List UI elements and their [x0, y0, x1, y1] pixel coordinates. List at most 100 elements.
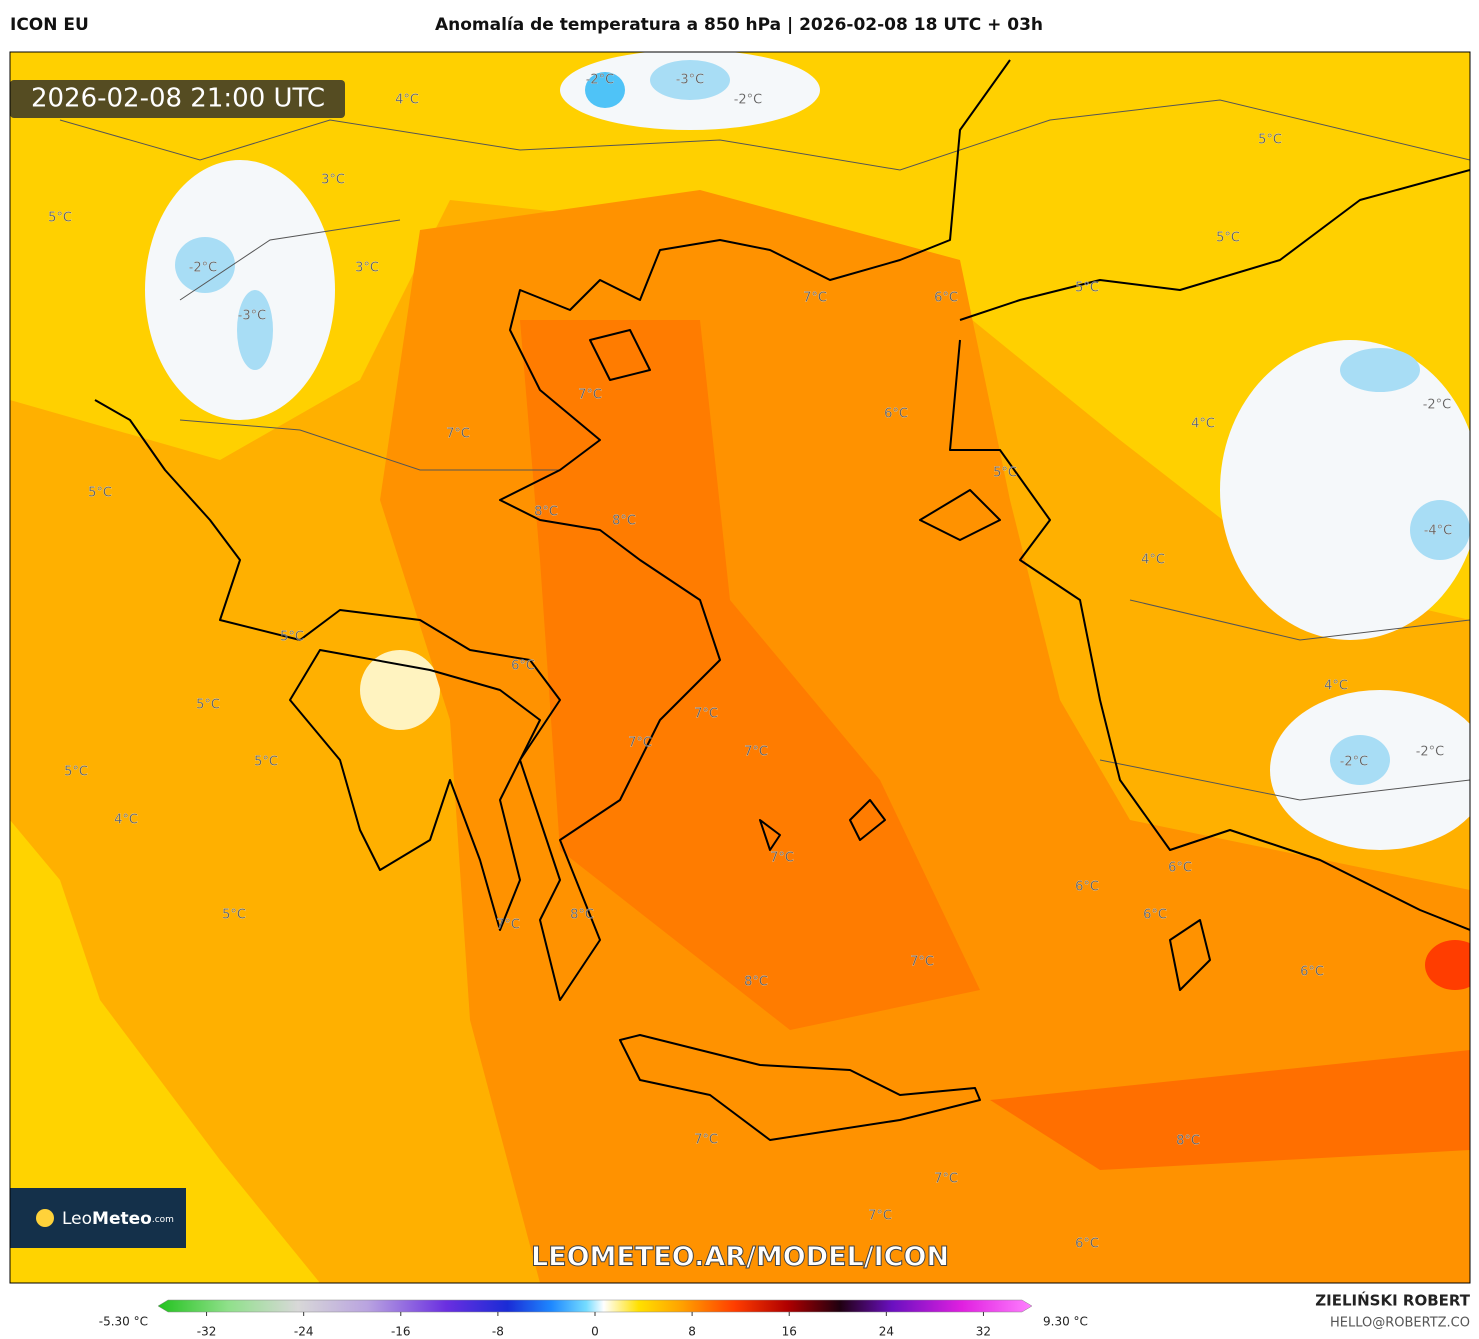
coastline	[94, 59, 1011, 1001]
contour-label: 7°C	[694, 707, 718, 722]
contour-label: 4°C	[1141, 553, 1165, 568]
logo-light: Leo	[62, 1209, 92, 1229]
contour-label: -2°C	[189, 261, 218, 276]
contour-label: -2°C	[1416, 745, 1445, 760]
contour-label: 4°C	[1191, 417, 1215, 432]
contour-label: 7°C	[934, 1172, 958, 1187]
colorbar-tick-label: -8	[492, 1325, 504, 1339]
contour-label: 7°C	[578, 388, 602, 403]
field-area	[1220, 340, 1470, 640]
field-area	[1425, 940, 1470, 990]
coastline	[289, 649, 541, 931]
colorbar-tick-label: 24	[879, 1325, 894, 1339]
contour-label: 7°C	[628, 736, 652, 751]
logo-suffix: .com	[152, 1215, 174, 1225]
contour-label: 6°C	[884, 407, 908, 422]
contour-label: 7°C	[803, 291, 827, 306]
field-area	[520, 320, 980, 1030]
colorbar-tick-label: -16	[391, 1325, 411, 1339]
contour-label: -3°C	[238, 309, 267, 324]
contour-label: 5°C	[254, 755, 278, 770]
contour-label: 7°C	[744, 745, 768, 760]
contour-label: 7°C	[446, 427, 470, 442]
contour-label: 6°C	[511, 659, 535, 674]
field-area	[1340, 348, 1420, 392]
contour-label: 5°C	[222, 908, 246, 923]
contour-label: 6°C	[934, 291, 958, 306]
contour-labels: 4°C -2°C -3°C -2°C 5°C 3°C 5°C -2°C 3°C 5°C 5°C 7°C…	[48, 72, 1453, 1252]
contour-label: 7°C	[910, 955, 934, 970]
author: ZIELIŃSKI ROBERT	[1315, 1291, 1470, 1310]
contour-label: -3°C	[676, 73, 705, 88]
contour-label: 7°C	[496, 918, 520, 933]
contour-label: 6°C	[1300, 965, 1324, 980]
colorbar-tick-label: 32	[976, 1325, 991, 1339]
chart-title: Anomalía de temperatura a 850 hPa | 2026…	[435, 15, 1043, 35]
field-area	[585, 72, 625, 108]
contour-label: 5°C	[48, 211, 72, 226]
field-area	[10, 820, 320, 1283]
field-area	[175, 237, 235, 293]
contour-label: 6°C	[1143, 908, 1167, 923]
contour-label: 7°C	[770, 851, 794, 866]
field-area	[1330, 735, 1390, 785]
contour-label: 6°C	[1075, 880, 1099, 895]
field-area	[1410, 500, 1470, 560]
coastline	[949, 169, 1470, 931]
model-name: ICON EU	[10, 15, 89, 35]
colorbar-tick-label: -24	[294, 1325, 314, 1339]
contour-label: 3°C	[355, 261, 379, 276]
contour-label: 8°C	[570, 908, 594, 923]
contour-label: 4°C	[395, 93, 419, 108]
contour-label: 5°C	[993, 466, 1017, 481]
field-area	[237, 290, 273, 370]
contour-label: 8°C	[612, 514, 636, 529]
field-area	[10, 52, 1470, 620]
contour-label: 3°C	[321, 173, 345, 188]
time-box	[10, 80, 345, 118]
contour-label: 6°C	[1075, 1237, 1099, 1252]
contour-label: 5°C	[280, 630, 304, 645]
contour-label: -2°C	[1340, 755, 1369, 770]
contour-label: 7°C	[868, 1209, 892, 1224]
field-area	[360, 650, 440, 730]
field-area	[650, 60, 730, 100]
contour-label: 8°C	[744, 975, 768, 990]
field-area	[145, 160, 335, 420]
coastline	[619, 1034, 981, 1141]
border	[1099, 599, 1470, 801]
contour-label: 6°C	[1168, 861, 1192, 876]
border	[179, 219, 560, 471]
colorbar-max: 9.30 °C	[1043, 1315, 1088, 1329]
colorbar-tick-label: 0	[591, 1325, 599, 1339]
colorbar-tick-label: 16	[782, 1325, 797, 1339]
logo-sun	[36, 1209, 54, 1227]
contour-label: 5°C	[88, 486, 112, 501]
colorbar-body	[157, 1299, 1033, 1313]
logo-text: LeoMeteo.com	[62, 1209, 174, 1229]
map-frame	[9, 51, 1471, 1284]
email: HELLO@ROBERTZ.CO	[1330, 1316, 1470, 1331]
contour-label: 4°C	[114, 813, 138, 828]
colorbar-tick-label: 8	[688, 1325, 696, 1339]
contour-label: 5°C	[64, 765, 88, 780]
coastline	[589, 329, 1211, 991]
colorbar: -32 -24 -16 -8 0 8 16 24 32	[157, 1299, 1033, 1339]
field-area	[990, 1050, 1470, 1170]
border	[59, 99, 1470, 171]
valid-time: 2026-02-08 21:00 UTC	[31, 84, 325, 114]
map: 4°C -2°C -3°C -2°C 5°C 3°C 5°C -2°C 3°C 5°C 5°C 7°C…	[10, 52, 1470, 1283]
contour-label: 5°C	[1258, 133, 1282, 148]
contour-label: -2°C	[586, 73, 615, 88]
contour-label: 5°C	[1216, 231, 1240, 246]
contour-label: 5°C	[1075, 281, 1099, 296]
colorbar-tick-label: -32	[197, 1325, 217, 1339]
contour-label: 8°C	[1176, 1134, 1200, 1149]
contour-label: -2°C	[734, 93, 763, 108]
logo-bold: Meteo	[92, 1209, 152, 1229]
contour-label: 4°C	[1324, 679, 1348, 694]
colorbar-min: -5.30 °C	[99, 1315, 148, 1329]
contour-label: -4°C	[1424, 524, 1453, 539]
watermark: LEOMETEO.AR/MODEL/ICON	[531, 1242, 949, 1273]
